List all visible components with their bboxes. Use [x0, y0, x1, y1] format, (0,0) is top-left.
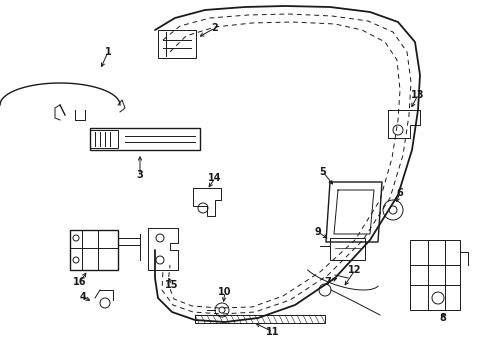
Text: 6: 6 [396, 188, 403, 198]
Bar [158, 30, 196, 58]
Text: 14: 14 [208, 173, 221, 183]
Text: 16: 16 [73, 277, 86, 287]
Text: 9: 9 [314, 227, 321, 237]
Text: 2: 2 [211, 23, 218, 33]
Bar [409, 240, 459, 310]
Text: 4: 4 [80, 292, 86, 302]
Bar [90, 130, 118, 148]
Text: 11: 11 [265, 327, 279, 337]
Text: 10: 10 [218, 287, 231, 297]
Bar [195, 315, 325, 323]
Text: 3: 3 [136, 170, 143, 180]
Bar [90, 128, 200, 150]
Text: 1: 1 [104, 47, 111, 57]
Text: 13: 13 [410, 90, 424, 100]
Text: 5: 5 [319, 167, 325, 177]
Bar [329, 238, 364, 260]
Text: 12: 12 [347, 265, 361, 275]
Text: 15: 15 [165, 280, 179, 290]
Text: 8: 8 [439, 313, 446, 323]
Text: 7: 7 [324, 277, 331, 287]
Bar [70, 230, 118, 270]
